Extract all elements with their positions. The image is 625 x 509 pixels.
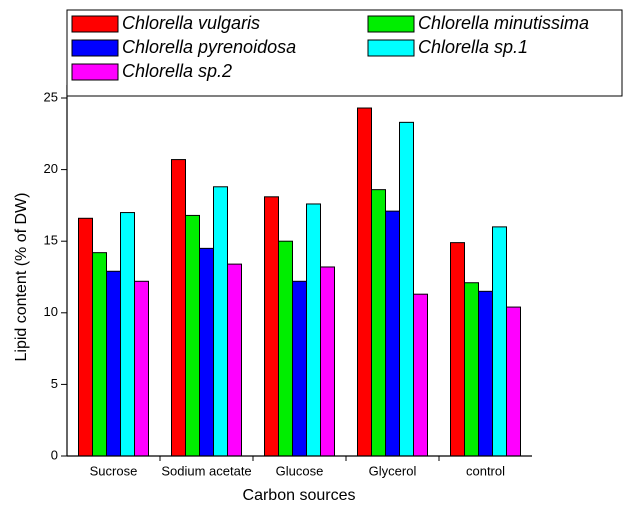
legend-label: Chlorella sp.2: [122, 61, 232, 81]
x-axis-label: Carbon sources: [243, 487, 356, 504]
bar: [320, 266, 335, 457]
legend-label: Chlorella pyrenoidosa: [122, 37, 296, 57]
bar: [106, 270, 121, 457]
bar: [213, 186, 228, 457]
bar: [227, 263, 242, 457]
bar: [199, 247, 214, 457]
bar: [385, 210, 400, 457]
y-tick-label: 0: [51, 447, 58, 462]
x-tick-label: control: [466, 463, 505, 478]
bar: [371, 189, 386, 457]
legend-swatch: [71, 15, 119, 33]
y-tick-label: 25: [44, 89, 58, 104]
bar: [185, 214, 200, 457]
bar: [171, 159, 186, 457]
y-tick-label: 15: [44, 233, 58, 248]
y-tick-label: 5: [51, 376, 58, 391]
bar: [134, 280, 149, 457]
legend-swatch: [71, 39, 119, 57]
bar: [264, 196, 279, 457]
legend-swatch: [367, 15, 415, 33]
legend-box: [66, 9, 623, 97]
bar: [492, 226, 507, 457]
bar: [413, 293, 428, 457]
bar: [478, 290, 493, 457]
bar: [450, 242, 465, 457]
bar: [399, 121, 414, 457]
bar: [464, 282, 479, 457]
bar: [278, 240, 293, 457]
bar: [306, 203, 321, 457]
x-tick-label: Glucose: [276, 463, 324, 478]
bar: [506, 306, 521, 457]
legend-swatch: [71, 63, 119, 81]
y-tick-label: 20: [44, 161, 58, 176]
bar: [78, 217, 93, 457]
legend-label: Chlorella minutissima: [418, 13, 589, 33]
legend-label: Chlorella sp.1: [418, 37, 528, 57]
x-tick-label: Sucrose: [90, 463, 138, 478]
legend-label: Chlorella vulgaris: [122, 13, 260, 33]
bar: [357, 107, 372, 457]
y-axis-label: Lipid content (% of DW): [13, 193, 30, 362]
bar: [120, 212, 135, 457]
bar: [292, 280, 307, 457]
y-tick-label: 10: [44, 304, 58, 319]
bar: [92, 252, 107, 457]
legend-swatch: [367, 39, 415, 57]
x-tick-label: Glycerol: [369, 463, 417, 478]
x-tick-label: Sodium acetate: [161, 463, 251, 478]
